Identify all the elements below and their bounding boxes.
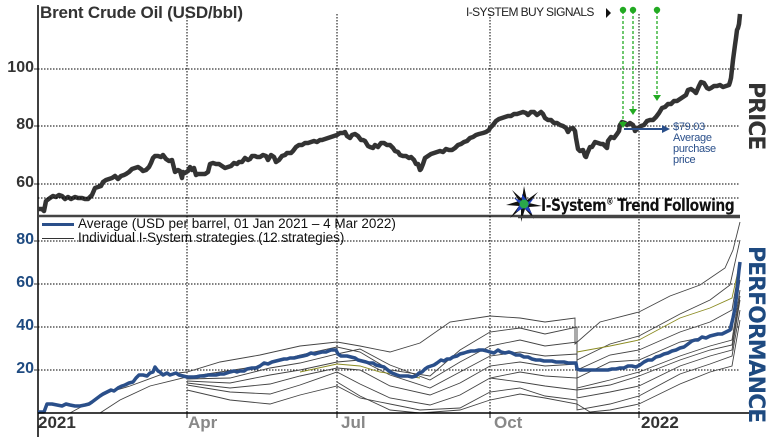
chart-title: Brent Crude Oil (USD/bbl) xyxy=(40,3,243,22)
price-ytick-80: 80 xyxy=(16,116,34,133)
perf-ytick-20: 20 xyxy=(16,360,34,377)
avg-purchase-price-note: $79.03 Average purchase price xyxy=(673,121,716,166)
performance-side-label: PERFORMANCE xyxy=(743,246,768,423)
legend-item-individual: Individual I-System strategies (12 strat… xyxy=(40,231,396,245)
logo-text: I-System® Trend Following xyxy=(541,196,735,216)
individual-swatch xyxy=(42,237,74,239)
xtick-2021: 2021 xyxy=(38,413,76,432)
perf-ytick-60: 60 xyxy=(16,274,34,291)
avg-price-value: $79.03 xyxy=(673,121,705,133)
i-system-logo-icon xyxy=(506,186,542,222)
price-side-label: PRICE xyxy=(743,82,768,150)
xtick-jul: Jul xyxy=(341,413,366,432)
xtick-apr: Apr xyxy=(188,413,218,432)
avg-price-arrow xyxy=(624,125,670,133)
buy-signal-markers xyxy=(619,6,661,128)
perf-ytick-40: 40 xyxy=(16,317,34,334)
xtick-oct: Oct xyxy=(494,413,523,432)
legend-item-average: Average (USD per barrel, 01 Jan 2021 – 4… xyxy=(40,217,396,231)
price-gridlines xyxy=(38,14,740,215)
price-line xyxy=(38,13,743,214)
buy-signals xyxy=(622,11,658,123)
average-swatch xyxy=(42,222,74,226)
signal-arrow-icon xyxy=(606,8,611,18)
price-ytick-100: 100 xyxy=(7,59,34,76)
price-ytick-60: 60 xyxy=(16,174,34,191)
buy-signals-label: I-SYSTEM BUY SIGNALS xyxy=(466,5,594,19)
legend: Average (USD per barrel, 01 Jan 2021 – 4… xyxy=(40,217,396,245)
perf-ytick-80: 80 xyxy=(16,231,34,248)
average-line xyxy=(38,261,742,414)
xtick-2022: 2022 xyxy=(641,413,679,432)
